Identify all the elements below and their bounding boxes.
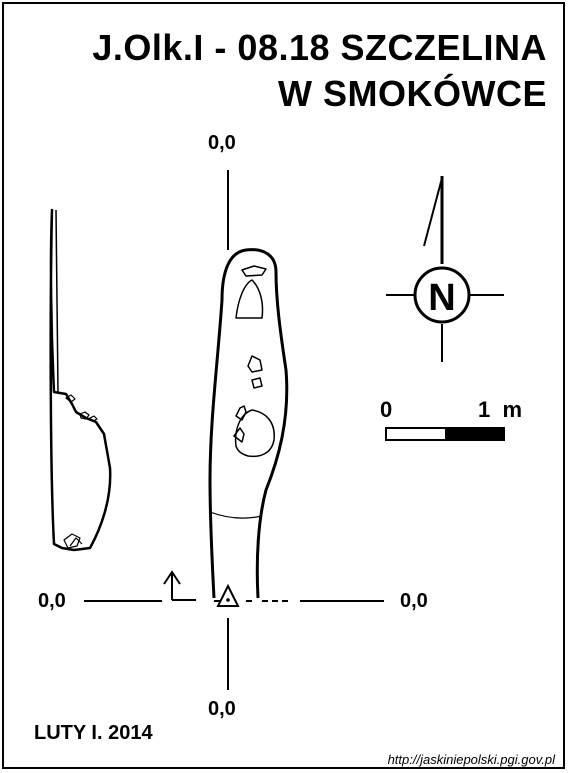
coordinate-label-right: 0,0 bbox=[400, 590, 428, 612]
north-letter: N bbox=[428, 277, 455, 319]
source-url-link[interactable]: http://jaskiniepolski.pgi.gov.pl bbox=[387, 752, 555, 767]
grid-axes bbox=[84, 170, 384, 690]
map-title-line-1: J.Olk.I - 08.18 SZCZELINA bbox=[92, 27, 547, 68]
scale-bar-start-label: 0 bbox=[380, 397, 393, 422]
scale-bar-end-label: 1 m bbox=[478, 397, 523, 422]
map-title-line-2: W SMOKÓWCE bbox=[278, 73, 547, 114]
coordinate-label-top: 0,0 bbox=[208, 132, 236, 154]
scale-bar bbox=[385, 427, 505, 441]
cave-plan bbox=[208, 248, 290, 602]
scale-bar-white-segment bbox=[385, 427, 447, 441]
author-date-label: LUTY I. 2014 bbox=[34, 722, 153, 744]
cave-cross-section bbox=[49, 208, 112, 552]
coordinate-label-bottom: 0,0 bbox=[208, 698, 236, 720]
north-arrow-icon: N bbox=[386, 176, 504, 362]
entrance-marker bbox=[163, 570, 240, 607]
scale-bar-black-segment bbox=[445, 427, 505, 441]
coordinate-label-left: 0,0 bbox=[38, 590, 66, 612]
